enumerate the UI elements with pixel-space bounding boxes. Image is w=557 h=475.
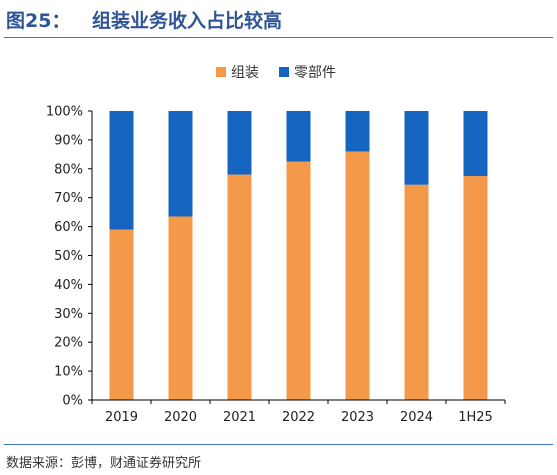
y-tick-label: 70% [54,191,83,206]
x-tick-label: 2019 [105,410,138,425]
figure-number: 图25： [6,10,71,32]
chart-legend: 组装 零部件 [216,65,336,81]
y-tick-label: 60% [54,220,83,235]
figure-header: 图25： 组装业务收入占比较高 [0,0,557,38]
header-divider [4,37,553,38]
bar-组装-2019 [109,229,134,400]
bar-零部件-2021 [227,111,252,175]
bar-组装-2024 [404,184,429,400]
y-tick-label: 0% [62,394,83,409]
x-axis: 2019 2020 2021 2022 2023 2024 1H25 [91,399,506,425]
x-tick-label: 2024 [400,410,433,425]
bar-零部件-2023 [345,111,370,152]
bar-组装-2021 [227,174,252,400]
bar-零部件-1H25 [463,111,488,177]
y-tick-label: 20% [54,336,83,351]
x-tick-label: 2021 [223,410,256,425]
x-tick-label: 2022 [282,410,315,425]
y-tick-label: 100% [46,105,83,120]
legend-label-0: 组装 [231,65,259,81]
figure-title: 组装业务收入占比较高 [92,10,283,32]
y-axis: 0% 10% 20% 30% 40% 50% 60% 70% 80% 90% 100% [46,105,93,409]
legend-label-1: 零部件 [294,65,336,81]
x-tick-label: 2023 [341,410,374,425]
x-tick-label: 1H25 [458,410,493,425]
footer-divider [4,444,553,445]
y-tick-label: 40% [54,278,83,293]
y-tick-label: 10% [54,365,83,380]
legend-swatch-0 [216,67,226,77]
y-tick-label: 30% [54,307,83,322]
source-note: 数据来源：彭博，财通证券研究所 [6,456,202,471]
bar-零部件-2024 [404,111,429,185]
y-tick-label: 50% [54,249,83,264]
bar-组装-2020 [168,216,193,400]
x-tick-label: 2020 [164,410,197,425]
stacked-bar-chart: 组装 零部件 0%10%20%30%40%50%60%70%80%90%100% … [46,65,506,425]
legend-swatch-1 [279,67,289,77]
bar-零部件-2020 [168,111,193,217]
bar-组装-2022 [286,161,311,400]
bar-零部件-2019 [109,111,134,230]
bar-组装-2023 [345,151,370,400]
bar-组装-1H25 [463,176,488,400]
bar-零部件-2022 [286,111,311,162]
y-tick-label: 80% [54,162,83,177]
bar-area [109,111,488,400]
y-tick-label: 90% [54,133,83,148]
